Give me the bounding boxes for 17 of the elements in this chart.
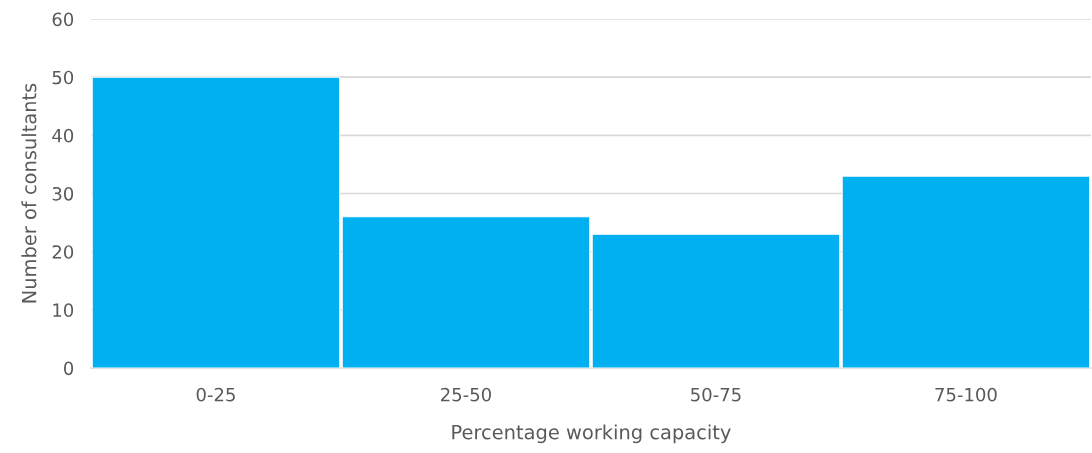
x-axis-title: Percentage working capacity	[452, 424, 731, 444]
y-tick-label: 40	[52, 128, 74, 143]
x-tick-label: 0-25	[196, 387, 235, 402]
x-tick-label: 25-50	[441, 387, 491, 402]
y-tick-label: 30	[52, 186, 74, 201]
y-tick-label: 20	[52, 245, 74, 259]
y-tick-label: 0	[64, 361, 74, 376]
y-tick-label: 60	[52, 12, 74, 27]
x-tick-label: 50-75	[691, 387, 741, 402]
bar	[841, 175, 1091, 369]
y-axis-title: Number of consultants	[21, 83, 37, 303]
y-tick-label: 10	[53, 303, 74, 317]
bar	[591, 233, 841, 369]
bar	[341, 216, 591, 369]
y-tick-label: 50	[52, 70, 74, 85]
bar	[91, 76, 341, 369]
x-tick-label: 75-100	[935, 387, 997, 402]
